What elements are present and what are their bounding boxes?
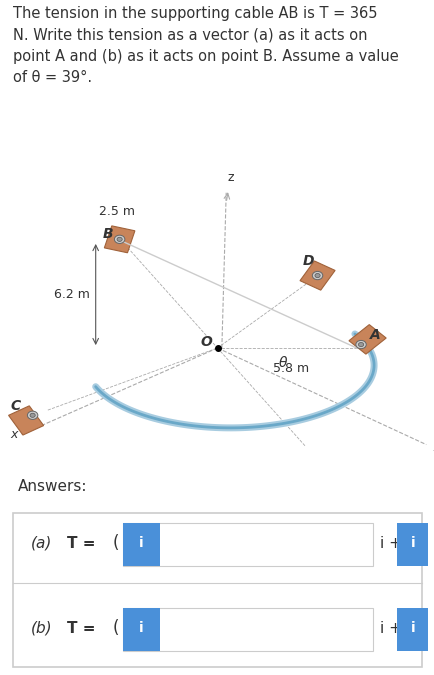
Text: O: O xyxy=(201,335,212,349)
Text: y: y xyxy=(432,438,434,451)
Text: x: x xyxy=(10,428,17,441)
Text: 6.2 m: 6.2 m xyxy=(54,288,89,301)
Circle shape xyxy=(27,411,38,419)
Text: i +: i + xyxy=(379,621,401,636)
FancyBboxPatch shape xyxy=(396,523,427,566)
Text: Answers:: Answers: xyxy=(17,479,87,493)
Text: T =: T = xyxy=(67,621,96,636)
Text: T =: T = xyxy=(67,536,96,551)
Polygon shape xyxy=(348,325,385,354)
Text: i +: i + xyxy=(379,536,401,551)
Text: i: i xyxy=(139,537,143,550)
Text: B: B xyxy=(102,227,112,240)
Text: 2.5 m: 2.5 m xyxy=(99,205,135,218)
Text: A: A xyxy=(369,328,380,342)
FancyBboxPatch shape xyxy=(122,523,372,566)
Text: (a): (a) xyxy=(30,536,52,551)
Text: i: i xyxy=(410,537,414,550)
Circle shape xyxy=(114,235,125,244)
Text: i: i xyxy=(139,622,143,635)
Circle shape xyxy=(355,340,365,349)
Polygon shape xyxy=(9,406,43,435)
FancyBboxPatch shape xyxy=(396,608,427,651)
Circle shape xyxy=(117,237,122,242)
Text: The tension in the supporting cable AB is T = 365
N. Write this tension as a vec: The tension in the supporting cable AB i… xyxy=(13,5,398,86)
FancyBboxPatch shape xyxy=(13,513,421,667)
Polygon shape xyxy=(104,226,135,252)
Text: θ: θ xyxy=(278,356,286,370)
Circle shape xyxy=(30,413,35,417)
FancyBboxPatch shape xyxy=(122,608,372,651)
Text: 5.8 m: 5.8 m xyxy=(273,362,309,375)
Text: z: z xyxy=(227,171,233,184)
Text: D: D xyxy=(302,254,313,267)
Circle shape xyxy=(358,342,363,347)
Text: i: i xyxy=(410,622,414,635)
Circle shape xyxy=(314,273,319,277)
Text: (b): (b) xyxy=(30,621,52,636)
Polygon shape xyxy=(299,261,334,290)
Text: (: ( xyxy=(112,535,118,552)
Circle shape xyxy=(312,271,322,279)
Text: (: ( xyxy=(112,620,118,637)
FancyBboxPatch shape xyxy=(122,608,159,651)
Text: C: C xyxy=(11,399,21,413)
FancyBboxPatch shape xyxy=(122,523,159,566)
